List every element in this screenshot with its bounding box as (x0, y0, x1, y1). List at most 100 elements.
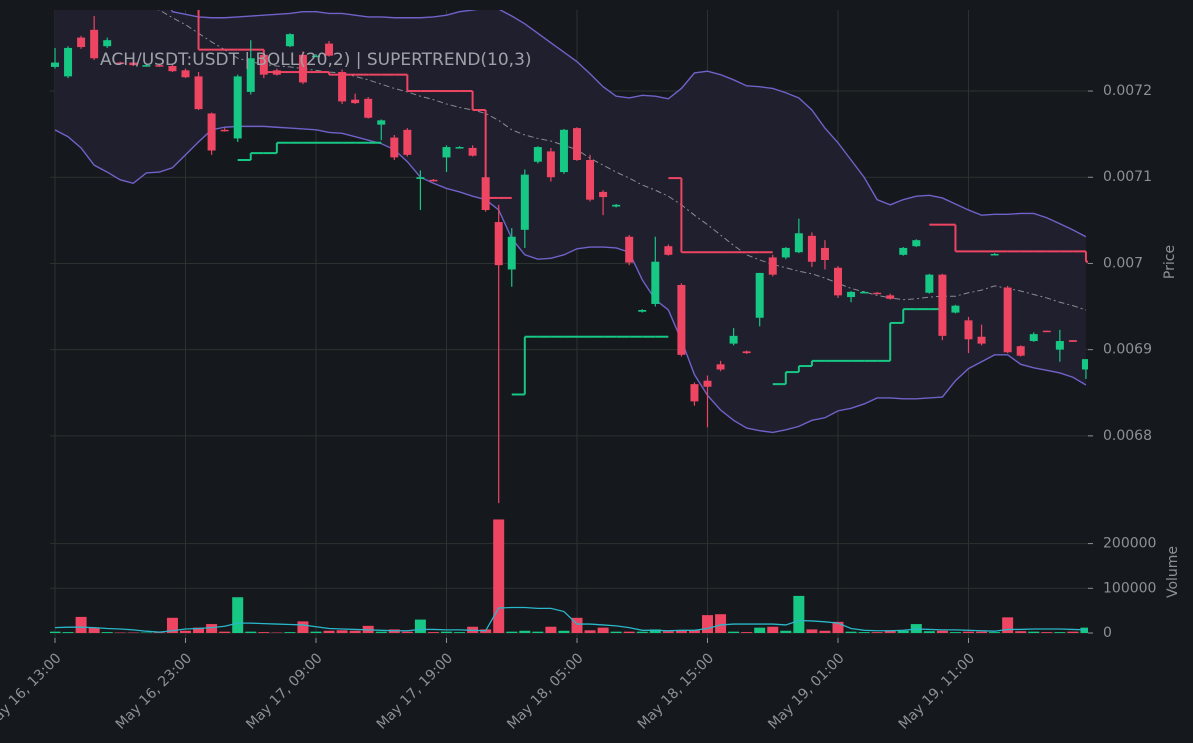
candle-body (351, 99, 360, 104)
volume-bar (610, 631, 622, 633)
candle-body (455, 147, 464, 149)
volume-bar (571, 617, 583, 633)
candle-body (194, 76, 203, 110)
candle-body (507, 236, 516, 270)
volume-bar (375, 631, 387, 633)
x-tick-label: May 19, 01:00 (765, 650, 847, 732)
candle-body (103, 40, 112, 47)
candle-body (716, 364, 725, 370)
volume-bar (401, 631, 413, 633)
candle-body (860, 291, 869, 294)
volume-bar (662, 631, 674, 633)
volume-bar (427, 632, 439, 633)
volume-bar (845, 631, 857, 633)
volume-bar (454, 632, 466, 633)
volume-bar (688, 630, 700, 633)
volume-bar (232, 597, 244, 633)
candle-body (390, 137, 399, 158)
candle-body (573, 128, 581, 160)
volume-bar (558, 630, 570, 633)
x-tick-label: May 18, 05:00 (504, 650, 586, 732)
volume-tick-label: 100000 (1103, 580, 1156, 596)
volume-bar (206, 624, 218, 633)
candle-body (533, 147, 542, 162)
x-tick-label: May 17, 09:00 (243, 650, 325, 732)
volume-bar (1067, 631, 1079, 633)
volume-bar (414, 619, 426, 633)
candle-body (377, 120, 386, 125)
volume-bar (780, 630, 792, 633)
candle-body (794, 233, 803, 253)
volume-bar (310, 631, 322, 633)
candle-body (481, 177, 490, 210)
candle-body (873, 292, 882, 295)
candle-body (168, 66, 177, 72)
volume-bar (936, 630, 948, 633)
candle-body (729, 335, 738, 344)
candle-body (246, 58, 255, 92)
volume-bar (219, 631, 231, 633)
y-tick-label: 0.0068 (1103, 428, 1152, 444)
candle-body (664, 246, 673, 255)
volume-bar (623, 631, 635, 633)
candle-body (755, 272, 764, 318)
candle-body (742, 351, 751, 354)
candle-body (429, 179, 438, 182)
candle-body (703, 380, 712, 387)
candle-body (312, 55, 320, 58)
candle-body (1068, 340, 1077, 342)
candle-body (207, 113, 216, 151)
candle-body (51, 62, 59, 67)
volume-bar (1054, 632, 1066, 633)
candle-body (129, 62, 138, 66)
volume-bar (1041, 632, 1053, 633)
candle-body (285, 34, 294, 47)
candle-body (259, 54, 268, 75)
candle-body (677, 285, 686, 355)
candle-body (977, 336, 986, 344)
volume-bar (884, 630, 896, 633)
volume-bar (336, 630, 348, 633)
candle-body (494, 222, 503, 266)
candle-body (938, 274, 947, 336)
volume-bar (245, 631, 257, 633)
volume-bar (349, 630, 361, 633)
volume-panel (50, 519, 1088, 633)
candle-body (559, 129, 568, 173)
chart-title: ACH/USDT:USDT | BOLL(20,2) | SUPERTREND(… (100, 50, 532, 70)
candle-body (233, 76, 242, 139)
volume-bar (702, 615, 713, 633)
candle-body (1029, 334, 1038, 342)
volume-bar (441, 631, 452, 633)
volume-bar (754, 627, 766, 633)
candle-body (951, 305, 960, 313)
y-tick-label: 0.0069 (1103, 342, 1152, 358)
candle-body (155, 65, 164, 67)
volume-bar (715, 614, 727, 633)
candle-body (1042, 330, 1051, 333)
candle-body (546, 151, 555, 178)
candle-body (781, 247, 790, 258)
candle-body (964, 320, 973, 340)
volume-bar (493, 519, 505, 633)
volume-bar (871, 632, 883, 633)
candle-body (142, 65, 151, 67)
volume-bar (193, 627, 205, 633)
volume-bar (675, 630, 687, 633)
y-tick-label: 0.007 (1103, 255, 1143, 271)
volume-bar (897, 630, 909, 633)
candle-body (298, 54, 307, 83)
candle-body (325, 43, 334, 56)
volume-bar (50, 631, 61, 633)
y-axis-label: Price (1162, 245, 1178, 279)
candle-body (364, 98, 373, 118)
volume-tick-label: 0 (1103, 625, 1112, 641)
candle-body (599, 191, 608, 198)
volume-bar (858, 632, 870, 633)
volume-bar (1002, 617, 1014, 633)
volume-bar (88, 627, 100, 633)
volume-bar (989, 632, 1001, 633)
volume-bar (101, 632, 113, 633)
volume-bar (323, 630, 335, 633)
